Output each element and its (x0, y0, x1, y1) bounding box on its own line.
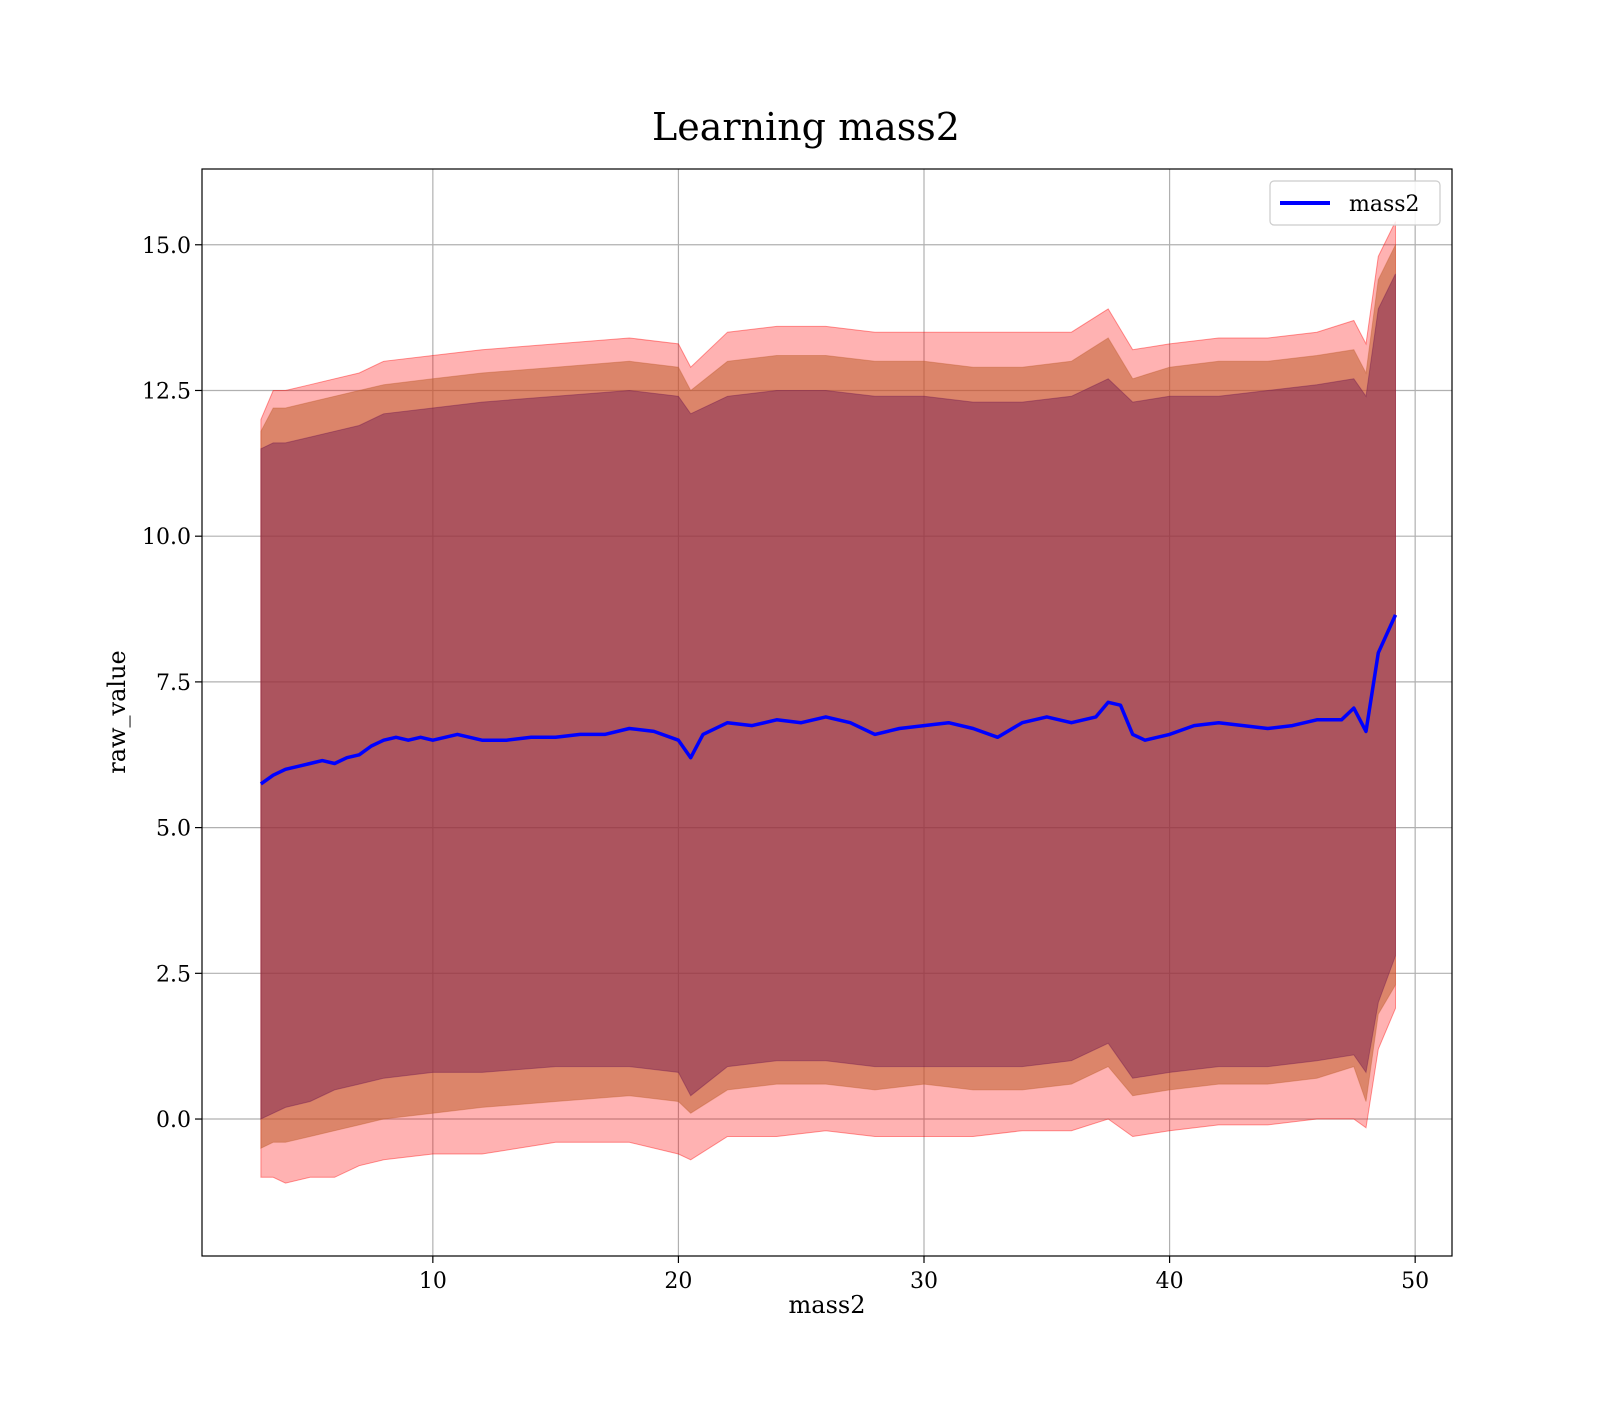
band-layer (260, 221, 1396, 1184)
y-tick-label: 15.0 (142, 234, 191, 259)
y-tick-label: 12.5 (142, 379, 191, 404)
line-layer (259, 614, 1398, 786)
y-tick-label: 0.0 (156, 1108, 191, 1133)
band-inner (260, 273, 1396, 1120)
x-tick-label: 50 (1401, 1269, 1429, 1294)
y-tick-label: 2.5 (156, 962, 191, 987)
plot-frame (201, 168, 1453, 1257)
x-tick-label: 20 (664, 1269, 692, 1294)
y-tick-label: 10.0 (142, 525, 191, 550)
legend-box (1269, 180, 1441, 226)
series-line-mass2 (259, 614, 1398, 786)
x-tick-label: 40 (1156, 1269, 1184, 1294)
x-tick-label: 10 (419, 1269, 447, 1294)
y-axis-label: raw_value (103, 650, 131, 774)
tick-layer: 10 20 30 40 50 0.0 2.5 5.0 7.5 10.0 12.5 15.0 (142, 234, 1429, 1294)
band-middle (260, 244, 1396, 1149)
legend-label: mass2 (1349, 192, 1420, 217)
x-tick-label: 30 (910, 1269, 938, 1294)
y-tick-label: 5.0 (156, 817, 191, 842)
x-axis-label: mass2 (789, 1291, 866, 1319)
legend: mass2 (1269, 180, 1441, 226)
y-tick-label: 7.5 (156, 671, 191, 696)
chart-title: Learning mass2 (652, 105, 960, 149)
